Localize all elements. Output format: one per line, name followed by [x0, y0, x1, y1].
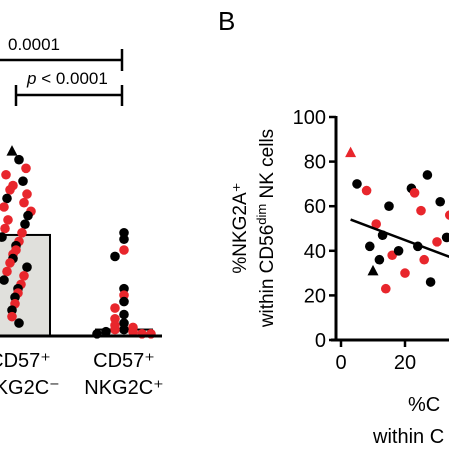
panel-b-point-21: [435, 196, 446, 207]
category-2-line2: NKG2C⁺: [84, 377, 163, 399]
panel-a-point-1-11: [0, 202, 9, 212]
y-tick-label-80: 80: [304, 152, 326, 174]
panel-a-point-1-7: [5, 185, 15, 195]
panel-b-point-29: [416, 205, 426, 216]
panel-a-point-2-9: [119, 309, 129, 320]
panel-a-point-2-4: [110, 251, 120, 262]
panel-a-point-2-2: [119, 234, 129, 245]
panel-b-point-5: [367, 264, 379, 276]
panel-a-point-1-26: [2, 266, 12, 277]
panel-a-point-1-35: [7, 311, 17, 322]
panel-b-point-3: [361, 185, 372, 196]
trend-line: [350, 218, 449, 258]
panel-a-point-1-14: [3, 215, 13, 225]
panel-a-marks: [0, 145, 156, 339]
sig-top-label: 0.0001: [8, 35, 60, 54]
panel-a-point-1-24: [5, 258, 15, 268]
panel-a-point-2-14: [119, 324, 129, 335]
y-tick-label-100: 100: [293, 107, 326, 129]
panel-a-point-1-17: [17, 228, 27, 238]
panel-b-point-2: [352, 179, 362, 189]
y-tick-label-40: 40: [304, 241, 326, 263]
panel-b-point-19: [425, 277, 436, 287]
panel-a-point-1-16: [0, 223, 10, 234]
panel-b-point-12: [393, 246, 404, 256]
panel-a-point-1-27: [19, 271, 29, 281]
panel-b-point-18: [422, 170, 433, 180]
panel-a-point-2-15: [110, 324, 120, 335]
panel-a-point-2-7: [119, 296, 129, 307]
panel-b: 0 20 40 60 80 100 0 20 %NKG2A⁺ within CD56dim N…: [230, 107, 449, 448]
panel-a-point-1-25: [22, 262, 32, 273]
panel-b-point-17: [419, 254, 430, 265]
panel-b-point-1: [345, 146, 357, 158]
category-1-line2: NKG2C⁻: [0, 377, 60, 399]
y-axis-label-line1: %NKG2A⁺: [230, 182, 251, 273]
panel-b-point-20: [432, 237, 442, 247]
panel-a-point-1-28: [0, 275, 9, 285]
x-tick-label-0: 0: [335, 352, 346, 374]
panel-a-point-2-8: [110, 303, 120, 313]
x-axis-label-line2: within C: [372, 426, 444, 448]
y-tick-label-20: 20: [304, 285, 326, 307]
panel-b-point-6: [371, 219, 382, 229]
panel-b-ticks: 0 20 40 60 80 100 0 20: [293, 107, 417, 374]
panel-a-point-1-5: [18, 176, 28, 186]
panel-a-point-1-10: [19, 197, 29, 208]
panel-a-point-1-15: [20, 219, 30, 229]
sig-bracket-bottom: [14, 85, 124, 106]
panel-a-point-1-1: [6, 145, 18, 156]
sig-bracket-top: [0, 49, 124, 71]
x-axis-label-line1: %C: [408, 394, 440, 416]
panel-b-point-10: [384, 201, 394, 211]
panel-b-point-4: [365, 241, 375, 252]
panel-b-point-23: [445, 210, 449, 220]
panel-a-point-2-17: [101, 326, 111, 337]
panel-a-point-1-9: [2, 193, 12, 204]
x-tick-label-20: 20: [394, 352, 416, 374]
panel-a-point-1-2: [14, 154, 24, 165]
panel-a-point-1-8: [22, 189, 32, 199]
panel-a-point-2-16: [128, 326, 138, 337]
panel-b-point-22: [441, 232, 449, 243]
panel-a: 0.0001 p < 0.0001 CD57⁺ NKG2C⁻ CD57⁺ NKG…: [0, 35, 164, 399]
panel-b-letter: B: [218, 6, 235, 36]
panel-a-point-1-18: [0, 232, 7, 242]
sig-bottom-label: p < 0.0001: [26, 69, 108, 88]
y-axis-label-line2: within CD56dim NK cells: [254, 129, 278, 328]
y-tick-label-60: 60: [304, 196, 326, 218]
category-1-line1: CD57⁺: [0, 350, 51, 372]
panel-a-point-1-3: [21, 163, 31, 174]
panel-b-point-7: [374, 254, 385, 265]
panel-b-point-15: [409, 188, 420, 198]
panel-b-point-13: [400, 268, 410, 278]
y-tick-label-0: 0: [315, 330, 326, 352]
panel-a-point-1-4: [1, 169, 11, 180]
panel-a-point-1-13: [23, 210, 33, 221]
panel-a-point-1-36: [14, 318, 24, 328]
panel-b-marks: [345, 146, 449, 294]
category-2-line1: CD57⁺: [93, 350, 155, 372]
panel-a-point-2-3: [119, 245, 129, 255]
panel-b-point-9: [381, 283, 391, 294]
